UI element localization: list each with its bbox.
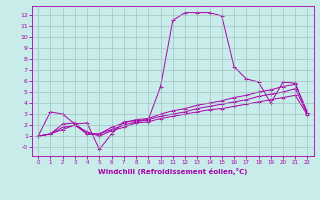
X-axis label: Windchill (Refroidissement éolien,°C): Windchill (Refroidissement éolien,°C) — [98, 168, 247, 175]
